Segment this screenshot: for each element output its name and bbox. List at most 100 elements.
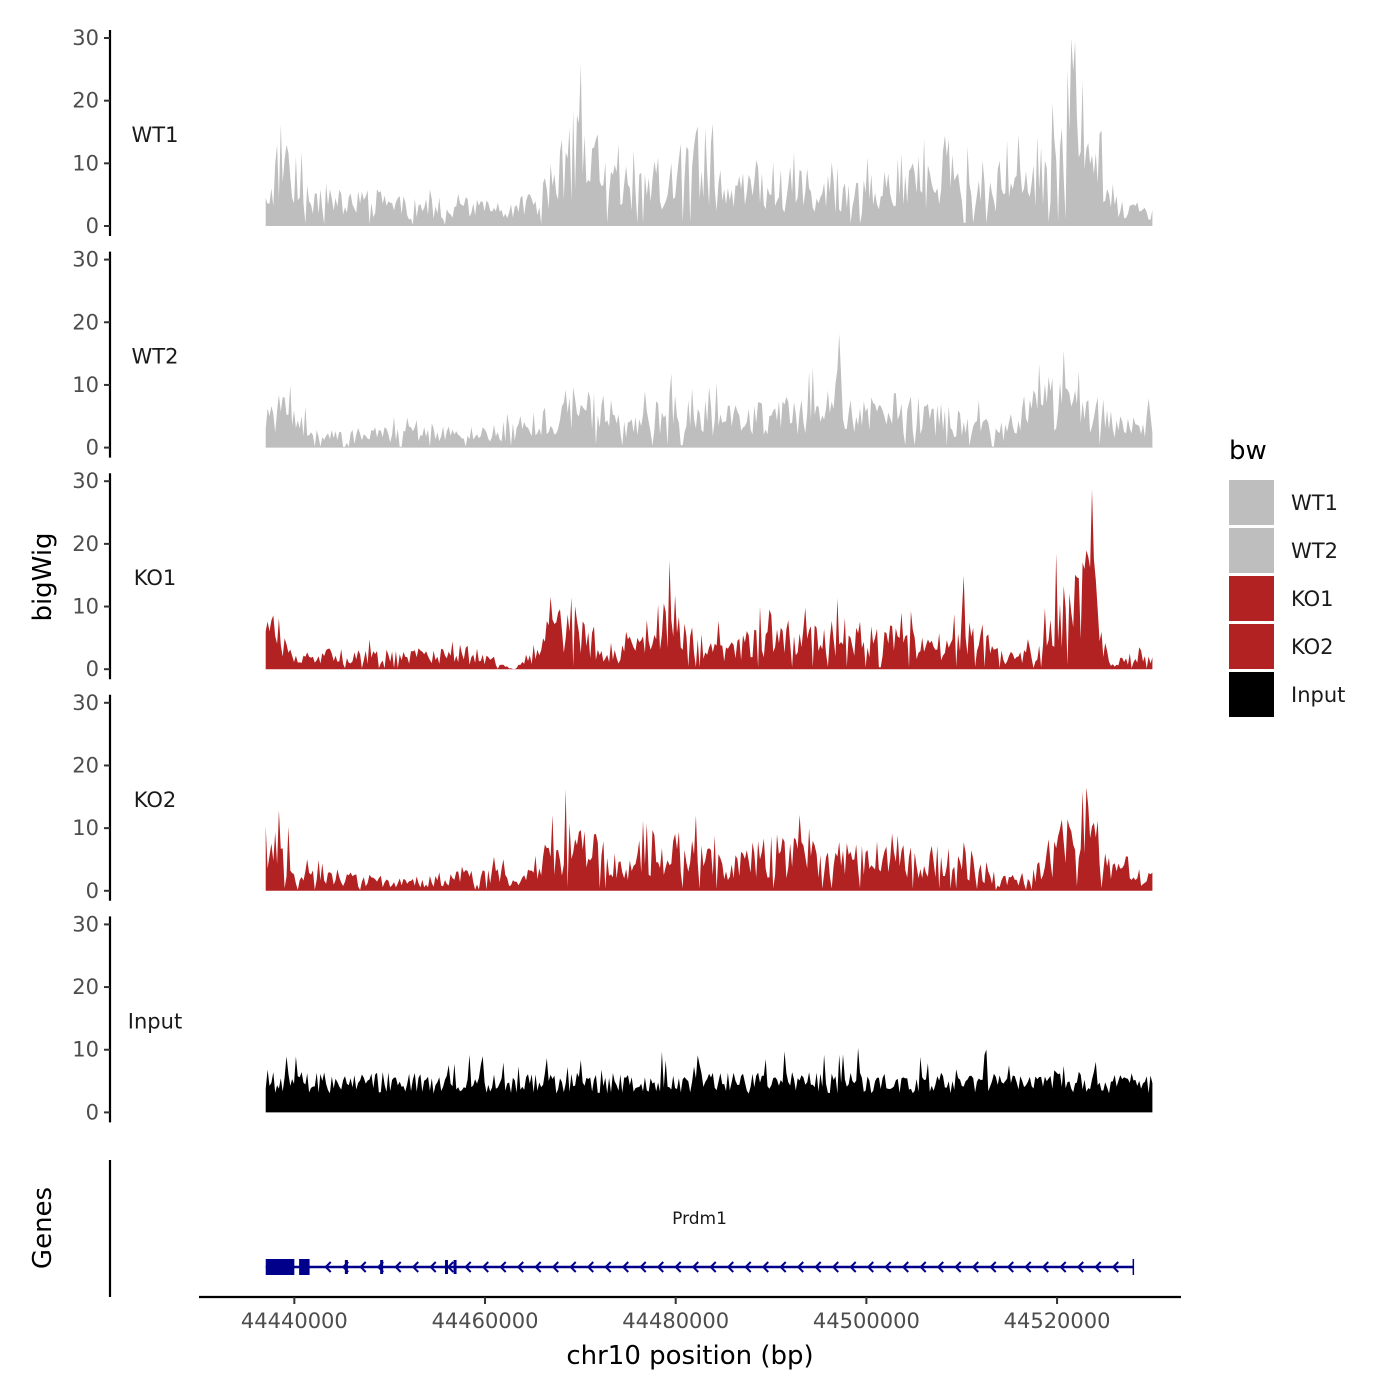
strand-arrow [394,1261,402,1273]
legend-swatch-input [1229,672,1274,717]
strand-arrow [1006,1261,1014,1273]
y-tick-label: 10 [72,816,99,840]
x-tick-label: 44440000 [241,1309,348,1333]
strand-arrow [1076,1261,1084,1273]
strand-arrow [324,1261,332,1273]
legend-swatch-wt2 [1229,528,1274,573]
strand-arrow [621,1261,629,1273]
y-tick-label: 10 [72,373,99,397]
y-tick-label: 30 [72,912,99,936]
strand-arrow [604,1261,612,1273]
y-tick-label: 10 [72,595,99,619]
strand-arrow [429,1261,437,1273]
track-wt1: 0 10 20 30 WT1 [72,26,1153,238]
strand-arrow [1094,1261,1102,1273]
gene-name-label: Prdm1 [672,1209,727,1229]
gene-exon [380,1260,384,1274]
genes-track: Prdm1 [108,1160,1135,1297]
legend-label-input: Input [1291,683,1345,707]
strand-arrow [534,1261,542,1273]
strand-arrow [814,1261,822,1273]
strand-arrow [831,1261,839,1273]
strand-arrow [919,1261,927,1273]
strand-arrow [884,1261,892,1273]
strand-arrow [674,1261,682,1273]
track-wt2: 0 10 20 30 WT2 [72,248,1153,460]
strand-arrow [446,1261,454,1273]
x-axis: 44440000 44460000 44480000 44500000 44520000 [199,1295,1181,1333]
strand-arrow [639,1261,647,1273]
y-tick-label: 10 [72,151,99,175]
y-tick-label: 10 [72,1038,99,1062]
strand-arrow [866,1261,874,1273]
strand-arrow [1111,1261,1119,1273]
strand-arrow [464,1261,472,1273]
legend-label-ko2: KO2 [1291,635,1334,659]
y-tick-label: 20 [72,532,99,556]
gene-exon [265,1259,295,1275]
y-tick-label: 30 [72,469,99,493]
legend-label-wt1: WT1 [1291,491,1338,515]
strand-arrow [744,1261,752,1273]
gene-exon [444,1260,448,1274]
legend-swatch-ko2 [1229,624,1274,669]
signal-area-input [265,1047,1153,1113]
y-tick-label: 20 [72,753,99,777]
strand-arrow [779,1261,787,1273]
bigwig-tracks: 0 10 20 30 WT1 0 10 20 30 WT2 0 10 20 30 KO1 0 10 20 30 KO2… [72,26,1153,1124]
strand-arrow [656,1261,664,1273]
y-axis-title: bigWig [28,532,58,621]
y-tick-label: 30 [72,26,99,50]
legend-label-wt2: WT2 [1291,539,1338,563]
strand-arrow [1041,1261,1049,1273]
strand-arrow [726,1261,734,1273]
strand-arrow [516,1261,524,1273]
signal-area-wt2 [265,334,1153,448]
gene-exon [299,1259,310,1275]
y-tick-label: 30 [72,691,99,715]
track-label: KO2 [134,788,177,812]
legend: bw WT1 WT2 KO1 KO2 Input [1229,436,1345,717]
y-tick-label: 0 [86,879,99,903]
strand-arrow [1024,1261,1032,1273]
strand-arrow [989,1261,997,1273]
y-tick-label: 0 [86,657,99,681]
strand-arrow [796,1261,804,1273]
strand-arrow [936,1261,944,1273]
track-label: KO1 [134,566,177,590]
legend-title: bw [1229,436,1267,466]
gene-prdm1: Prdm1 [265,1209,1135,1275]
track-label: WT1 [132,123,179,147]
y-tick-label: 30 [72,248,99,272]
strand-arrow [954,1261,962,1273]
x-axis-title: chr10 position (bp) [566,1341,813,1371]
x-tick-label: 44500000 [813,1309,920,1333]
legend-swatch-wt1 [1229,480,1274,525]
strand-arrow [586,1261,594,1273]
strand-arrow [761,1261,769,1273]
strand-arrow [849,1261,857,1273]
strand-arrow [359,1261,367,1273]
y-tick-label: 0 [86,214,99,238]
legend-swatch-ko1 [1229,576,1274,621]
strand-arrow [481,1261,489,1273]
signal-area-ko2 [265,787,1153,891]
y-tick-label: 20 [72,89,99,113]
strand-arrow [691,1261,699,1273]
signal-area-wt1 [265,38,1153,226]
strand-arrow [901,1261,909,1273]
strand-arrow [411,1261,419,1273]
track-ko2: 0 10 20 30 KO2 [72,691,1153,903]
strand-arrow [499,1261,507,1273]
y-tick-label: 20 [72,310,99,334]
strand-arrow [551,1261,559,1273]
signal-area-ko1 [265,489,1153,670]
track-input: 0 10 20 30 Input [72,912,1153,1124]
track-label: WT2 [132,345,179,369]
strand-arrow [1059,1261,1067,1273]
y-tick-label: 20 [72,975,99,999]
x-tick-label: 44520000 [1004,1309,1111,1333]
strand-arrow [569,1261,577,1273]
x-tick-label: 44480000 [622,1309,729,1333]
